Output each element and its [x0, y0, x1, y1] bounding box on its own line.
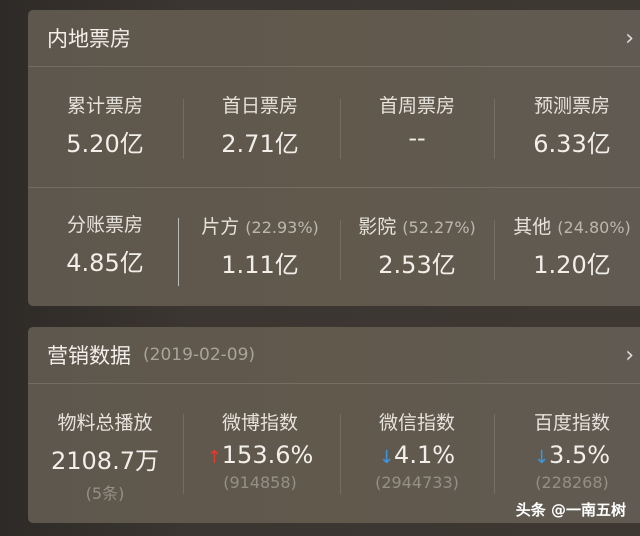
stat-value: 4.1%	[394, 441, 456, 469]
marketing-header[interactable]: 营销数据 (2019-02-09) ›	[28, 327, 640, 384]
divider	[340, 414, 341, 494]
divider	[340, 99, 341, 159]
divider	[494, 414, 495, 494]
stat-first-week: 首周票房 --	[340, 67, 494, 152]
stat-material-plays: 物料总播放 2108.7万 (5条)	[28, 384, 182, 504]
stat-label: 微博指数	[221, 412, 298, 434]
stat-pct: (52.27%)	[402, 218, 476, 237]
stat-label: 首日票房	[221, 95, 298, 117]
stat-label: 影院	[358, 216, 397, 238]
stat-sub: (2944733)	[375, 473, 459, 492]
divider	[183, 414, 184, 494]
stat-forecast: 预测票房 6.33亿	[495, 67, 640, 159]
brace-icon	[178, 218, 184, 286]
stat-weibo: 微博指数 ↑153.6% (914858)	[183, 384, 337, 492]
stat-sub: (228268)	[535, 473, 609, 492]
chevron-right-icon[interactable]: ›	[625, 343, 634, 368]
stat-label: 累计票房	[66, 95, 143, 117]
arrow-down-icon: ↓	[533, 447, 550, 468]
stat-first-day: 首日票房 2.71亿	[183, 67, 337, 159]
stat-value: 6.33亿	[533, 130, 611, 158]
divider	[183, 99, 184, 159]
stat-value: 1.11亿	[221, 251, 299, 279]
stat-value: --	[408, 124, 426, 152]
arrow-down-icon: ↓	[378, 447, 395, 468]
marketing-title: 营销数据	[47, 344, 131, 368]
stat-cinema: 影院 (52.27%) 2.53亿	[340, 188, 494, 280]
stat-label: 预测票房	[533, 95, 610, 117]
stat-value: 1.20亿	[533, 251, 611, 279]
stat-label: 首周票房	[378, 95, 455, 117]
box-office-header[interactable]: 内地票房 ›	[28, 10, 640, 67]
stat-value: 5.20亿	[66, 130, 144, 158]
stat-pct: (22.93%)	[245, 218, 319, 237]
stat-label: 其他	[513, 216, 552, 238]
stat-sub: (5条)	[85, 484, 125, 503]
divider	[494, 220, 495, 280]
stat-wechat: 微信指数 ↓4.1% (2944733)	[340, 384, 494, 492]
stat-baidu: 百度指数 ↓3.5% (228268)	[495, 384, 640, 492]
stat-value: 2.71亿	[221, 130, 299, 158]
stat-distributor: 片方 (22.93%) 1.11亿	[183, 188, 337, 280]
stat-label: 分账票房	[66, 214, 143, 236]
watermark: 头条 @一南五树	[515, 501, 626, 519]
stat-value: 3.5%	[549, 441, 611, 469]
box-office-card: 内地票房 › 累计票房 5.20亿 首日票房 2.71亿 首周票房 -- 预测票房 6.…	[28, 10, 640, 306]
stat-pct: (24.80%)	[557, 218, 631, 237]
stat-split: 分账票房 4.85亿	[28, 188, 182, 278]
marketing-card: 营销数据 (2019-02-09) › 物料总播放 2108.7万 (5条) 微博指…	[28, 327, 640, 523]
stat-value: 4.85亿	[66, 249, 144, 277]
stat-label: 微信指数	[378, 412, 455, 434]
chevron-right-icon[interactable]: ›	[625, 26, 634, 51]
stat-other: 其他 (24.80%) 1.20亿	[495, 188, 640, 280]
divider	[494, 99, 495, 159]
divider	[340, 220, 341, 280]
stat-label: 物料总播放	[57, 412, 153, 434]
stat-cumulative: 累计票房 5.20亿	[28, 67, 182, 159]
arrow-up-icon: ↑	[206, 447, 222, 468]
stat-label: 片方	[201, 216, 240, 238]
stat-value: 2108.7万	[51, 447, 159, 475]
marketing-date: (2019-02-09)	[143, 345, 256, 365]
box-office-title: 内地票房	[47, 27, 131, 51]
stat-value: 153.6%	[221, 441, 314, 469]
stat-label: 百度指数	[533, 412, 610, 434]
stat-sub: (914858)	[223, 473, 297, 492]
stat-value: 2.53亿	[378, 251, 456, 279]
